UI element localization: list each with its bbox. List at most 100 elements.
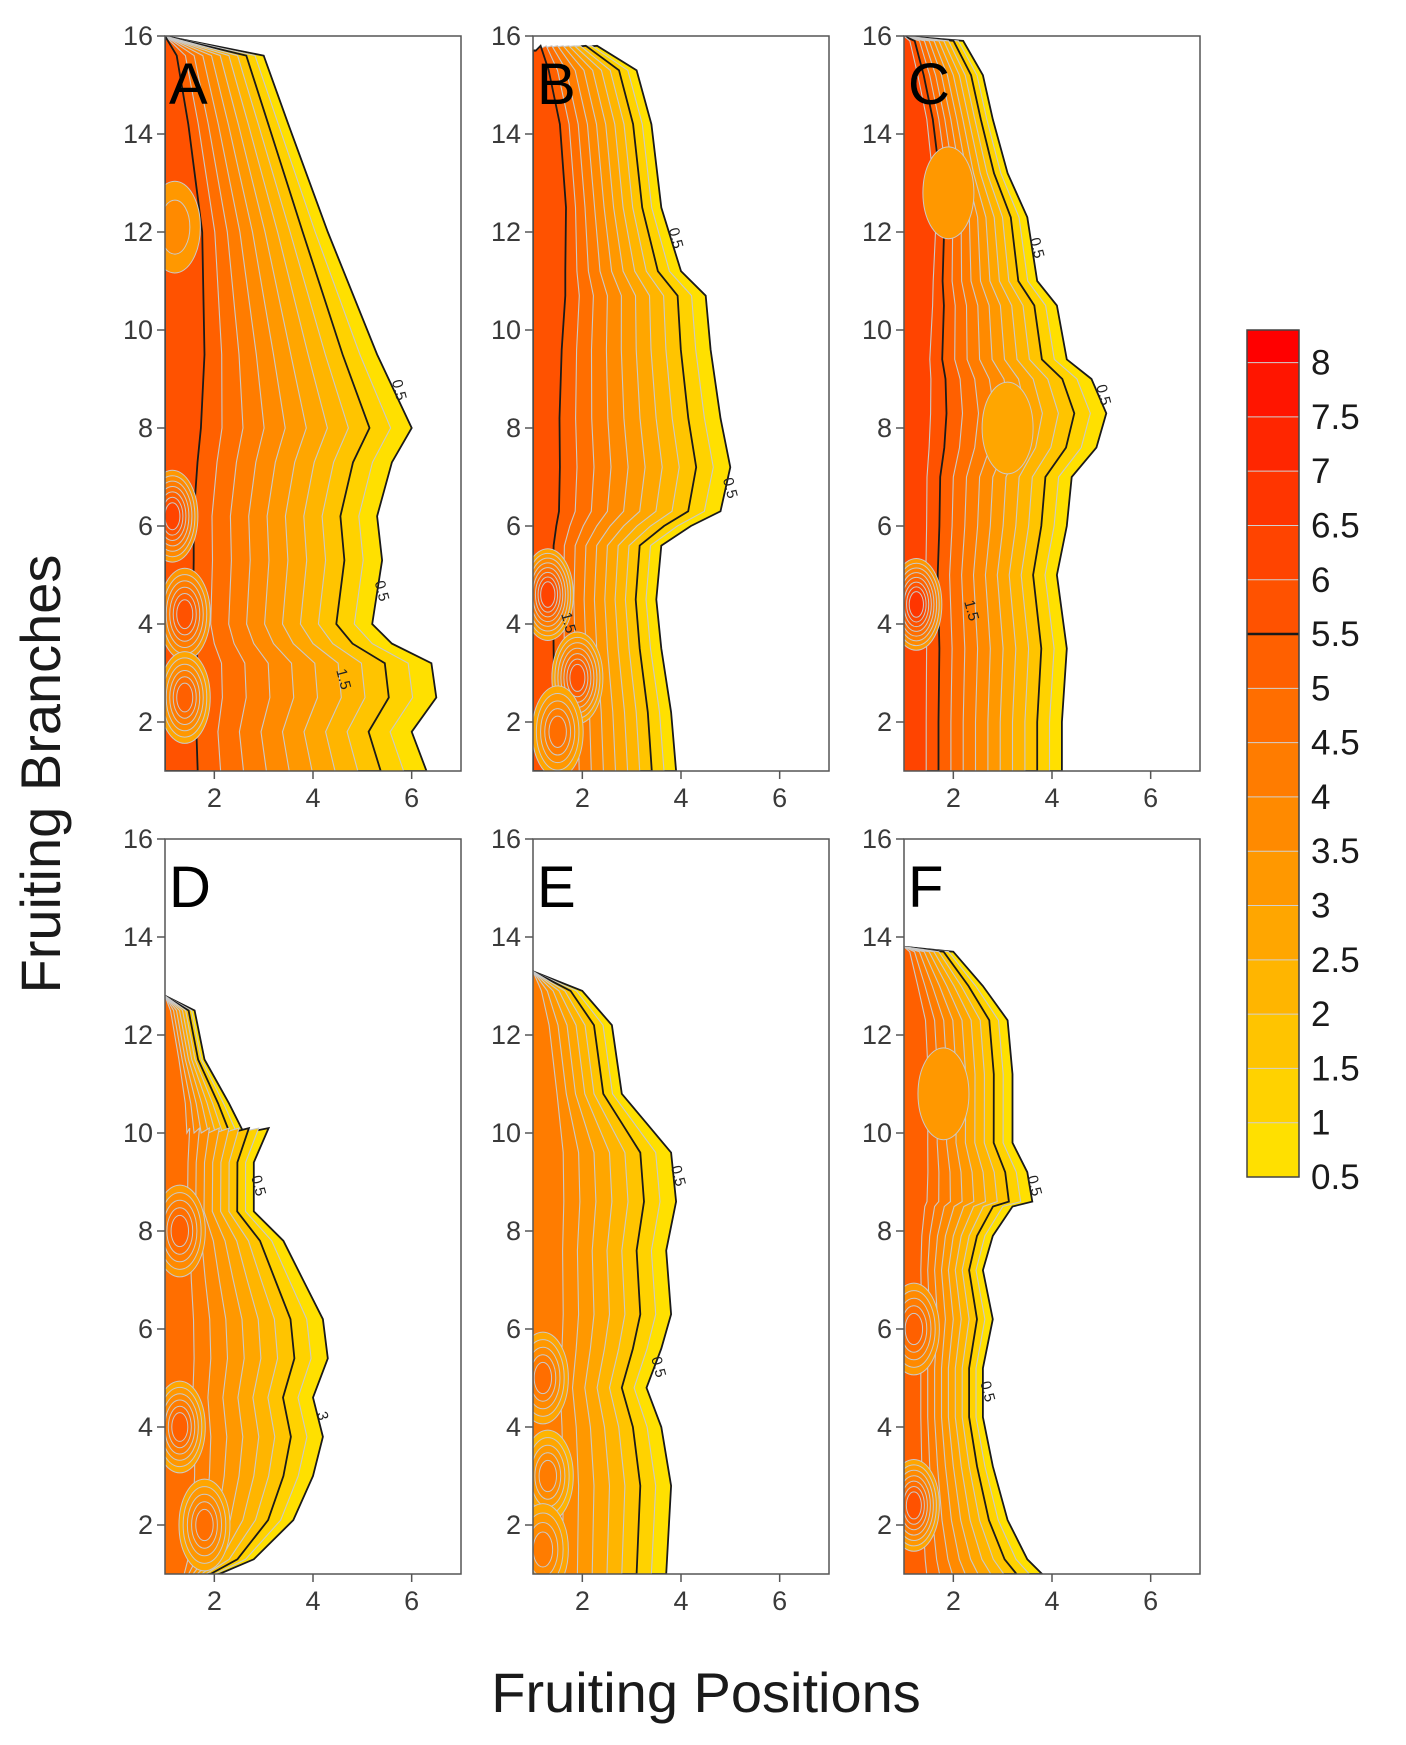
colorbar-swatch <box>1247 471 1299 526</box>
hotspot-contour <box>569 663 586 692</box>
y-tick-label: 8 <box>138 413 153 443</box>
y-tick-label: 2 <box>877 707 892 737</box>
y-tick-label: 16 <box>123 21 153 51</box>
y-tick-label: 12 <box>123 217 153 247</box>
y-tick-label: 6 <box>138 1314 153 1344</box>
hotspot-contour <box>170 1214 190 1248</box>
contour-label: 0.5 <box>388 378 410 403</box>
colorbar-label: 1 <box>1311 1104 1330 1143</box>
panel-letter: F <box>908 855 943 920</box>
x-tick-label: 4 <box>673 1586 688 1616</box>
contour-fills <box>165 994 329 1574</box>
colorbar-label: 5 <box>1311 669 1330 708</box>
y-tick-label: 14 <box>491 922 521 952</box>
panel-letter: B <box>537 52 576 117</box>
y-axis-title: Fruiting Branches <box>9 555 72 994</box>
y-tick-label: 10 <box>491 1118 521 1148</box>
y-tick-label: 6 <box>506 511 521 541</box>
hotspot-contour <box>905 1491 922 1520</box>
y-tick-label: 4 <box>877 609 892 639</box>
x-tick-label: 6 <box>772 783 787 813</box>
hotspot-contour <box>538 1459 557 1493</box>
y-tick-label: 14 <box>862 922 892 952</box>
y-tick-label: 4 <box>506 609 521 639</box>
x-tick-label: 4 <box>305 783 320 813</box>
y-tick-label: 10 <box>862 315 892 345</box>
panel-letter: C <box>908 52 950 117</box>
hotspot-contour <box>908 591 924 618</box>
y-tick-label: 12 <box>491 217 521 247</box>
x-tick-label: 6 <box>772 1586 787 1616</box>
panel-e: 0.5 0.5 E 2 4 6 8 10 12 14 16 2 4 6 <box>491 824 830 1616</box>
y-tick-label: 8 <box>877 413 892 443</box>
y-tick-label: 12 <box>862 1020 892 1050</box>
y-tick-label: 6 <box>506 1314 521 1344</box>
contour-label: 1.5 <box>960 598 982 623</box>
colorbar-label: 7.5 <box>1311 398 1360 437</box>
hotspot-contour <box>165 199 191 255</box>
hotspot-contour <box>176 682 194 713</box>
x-tick-label: 4 <box>1044 1586 1059 1616</box>
contour-label: 0.5 <box>719 476 741 501</box>
colorbar-label: 0.5 <box>1311 1158 1360 1197</box>
hotspot-contour <box>176 599 194 630</box>
y-tick-label: 2 <box>506 707 521 737</box>
x-tick-label: 2 <box>207 783 222 813</box>
y-tick-label: 16 <box>862 824 892 854</box>
x-tick-label: 4 <box>1044 783 1059 813</box>
y-tick-label: 6 <box>877 1314 892 1344</box>
colorbar-label: 4.5 <box>1311 724 1360 763</box>
colorbar-swatch <box>1247 1068 1299 1123</box>
x-tick-label: 4 <box>305 1586 320 1616</box>
x-tick-label: 6 <box>404 783 419 813</box>
y-tick-label: 12 <box>491 1020 521 1050</box>
colorbar-swatch <box>1247 742 1299 797</box>
contour-label: 0.5 <box>647 1355 669 1380</box>
y-tick-label: 14 <box>491 119 521 149</box>
x-tick-label: 4 <box>673 783 688 813</box>
y-tick-label: 10 <box>123 315 153 345</box>
y-tick-label: 2 <box>138 707 153 737</box>
y-tick-label: 16 <box>862 21 892 51</box>
y-tick-label: 4 <box>506 1412 521 1442</box>
contour-label: 1.5 <box>332 667 354 692</box>
y-tick-label: 8 <box>877 1216 892 1246</box>
colorbar-swatch <box>1247 796 1299 852</box>
y-tick-label: 14 <box>862 119 892 149</box>
x-tick-label: 2 <box>946 1586 961 1616</box>
colorbar-swatch <box>1247 851 1299 906</box>
hotspot-contour <box>904 1312 924 1346</box>
colorbar-swatch <box>1247 634 1299 689</box>
x-tick-label: 2 <box>946 783 961 813</box>
panel-c: 0.5 0.5 1.5 C 2 4 6 8 10 12 14 16 2 4 6 <box>862 21 1201 813</box>
x-axis-title: Fruiting Positions <box>491 1661 921 1724</box>
hotspot-contour <box>533 1531 554 1568</box>
x-tick-label: 2 <box>207 1586 222 1616</box>
contour-label: 0.5 <box>1092 383 1114 408</box>
contour-fills <box>533 970 678 1574</box>
colorbar-swatch <box>1247 330 1299 363</box>
contour-label: 1.5 <box>557 611 579 636</box>
x-tick-label: 6 <box>1143 1586 1158 1616</box>
colorbar-label: 5.5 <box>1311 615 1360 654</box>
colorbar-frame <box>1246 329 1300 1178</box>
y-tick-label: 2 <box>877 1510 892 1540</box>
panel-b: 0.5 0.5 1.5 B 2 4 6 8 10 12 14 16 2 4 6 <box>491 21 830 813</box>
colorbar-swatch <box>1247 525 1299 580</box>
hotspot-contour <box>165 502 181 531</box>
panel-letter: A <box>169 52 208 117</box>
colorbar-swatch <box>1247 362 1299 417</box>
hotspot-contour <box>917 1047 970 1141</box>
y-tick-label: 6 <box>138 511 153 541</box>
contour-fills <box>533 44 732 771</box>
contour-label: 0.5 <box>1026 236 1048 261</box>
contour-label: 0.5 <box>371 579 393 604</box>
y-tick-label: 12 <box>123 1020 153 1050</box>
colorbar-swatch <box>1247 1014 1299 1069</box>
panels-layer: 0.5 0.5 1.5 A 2 4 6 8 10 12 14 16 2 4 6 0.5 0.5 1.5 B 2 4 6 8 1… <box>123 21 1201 1616</box>
y-tick-label: 4 <box>138 1412 153 1442</box>
y-tick-label: 6 <box>877 511 892 541</box>
x-tick-label: 6 <box>1143 783 1158 813</box>
colorbar-swatch <box>1247 416 1299 472</box>
